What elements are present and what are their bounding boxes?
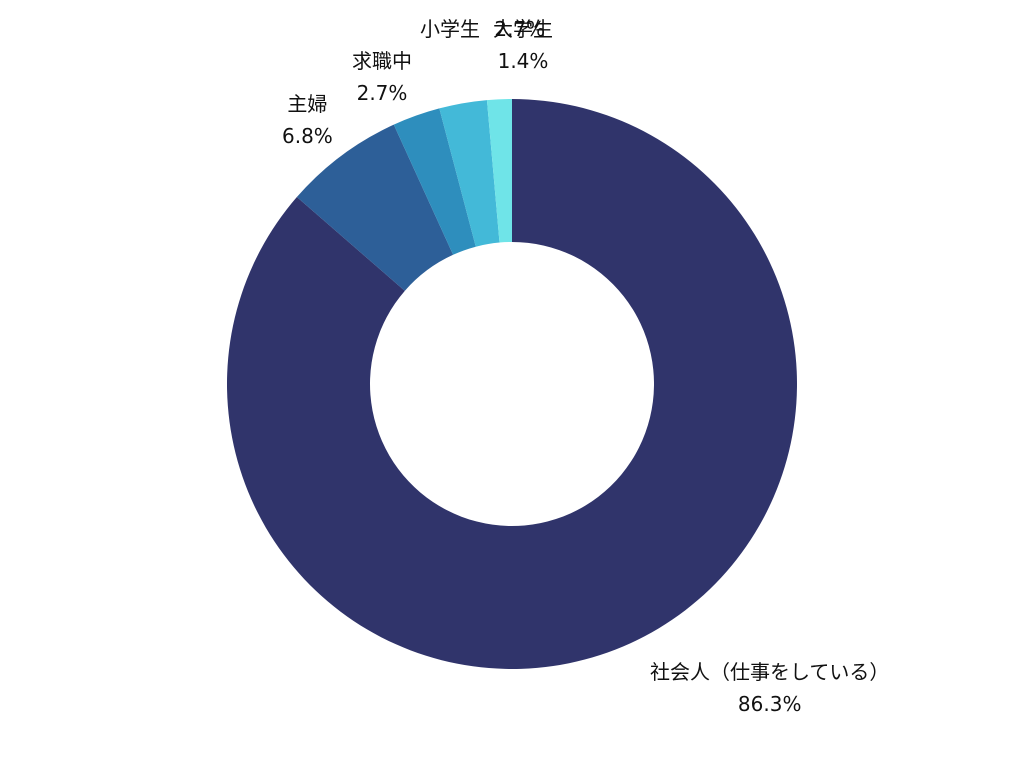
slice-label-name: 社会人（仕事をしている） bbox=[650, 660, 890, 684]
slice-label-value: 2.7% bbox=[494, 17, 546, 41]
slice-label-shakaijin: 社会人（仕事をしている） 86.3% bbox=[650, 656, 889, 720]
slice-label-value: 1.4% bbox=[497, 49, 549, 73]
slice-label-value: 2.7% bbox=[356, 81, 408, 105]
slice-label-value: 6.8% bbox=[282, 124, 333, 148]
slice-label-daigakusei: 大学生 1.4% bbox=[493, 13, 553, 77]
slice-label-kyushoku: 求職中 2.7% bbox=[352, 45, 412, 109]
slice-label-name: 主婦 bbox=[287, 92, 328, 116]
slice-shogakusei bbox=[439, 100, 500, 247]
slice-label-shogakusei: 小学生 2.7% bbox=[420, 13, 545, 45]
slice-daigakusei bbox=[486, 99, 512, 243]
slice-label-name: 求職中 bbox=[352, 49, 412, 73]
slice-label-name: 小学生 bbox=[420, 17, 480, 41]
slice-label-name: 大学生 bbox=[493, 17, 553, 41]
slice-label-shufu: 主婦 6.8% bbox=[282, 88, 333, 152]
slice-kyushoku bbox=[393, 108, 476, 255]
slice-label-value: 86.3% bbox=[737, 692, 802, 716]
slice-shakaijin bbox=[227, 99, 798, 669]
slice-shufu bbox=[296, 124, 454, 291]
